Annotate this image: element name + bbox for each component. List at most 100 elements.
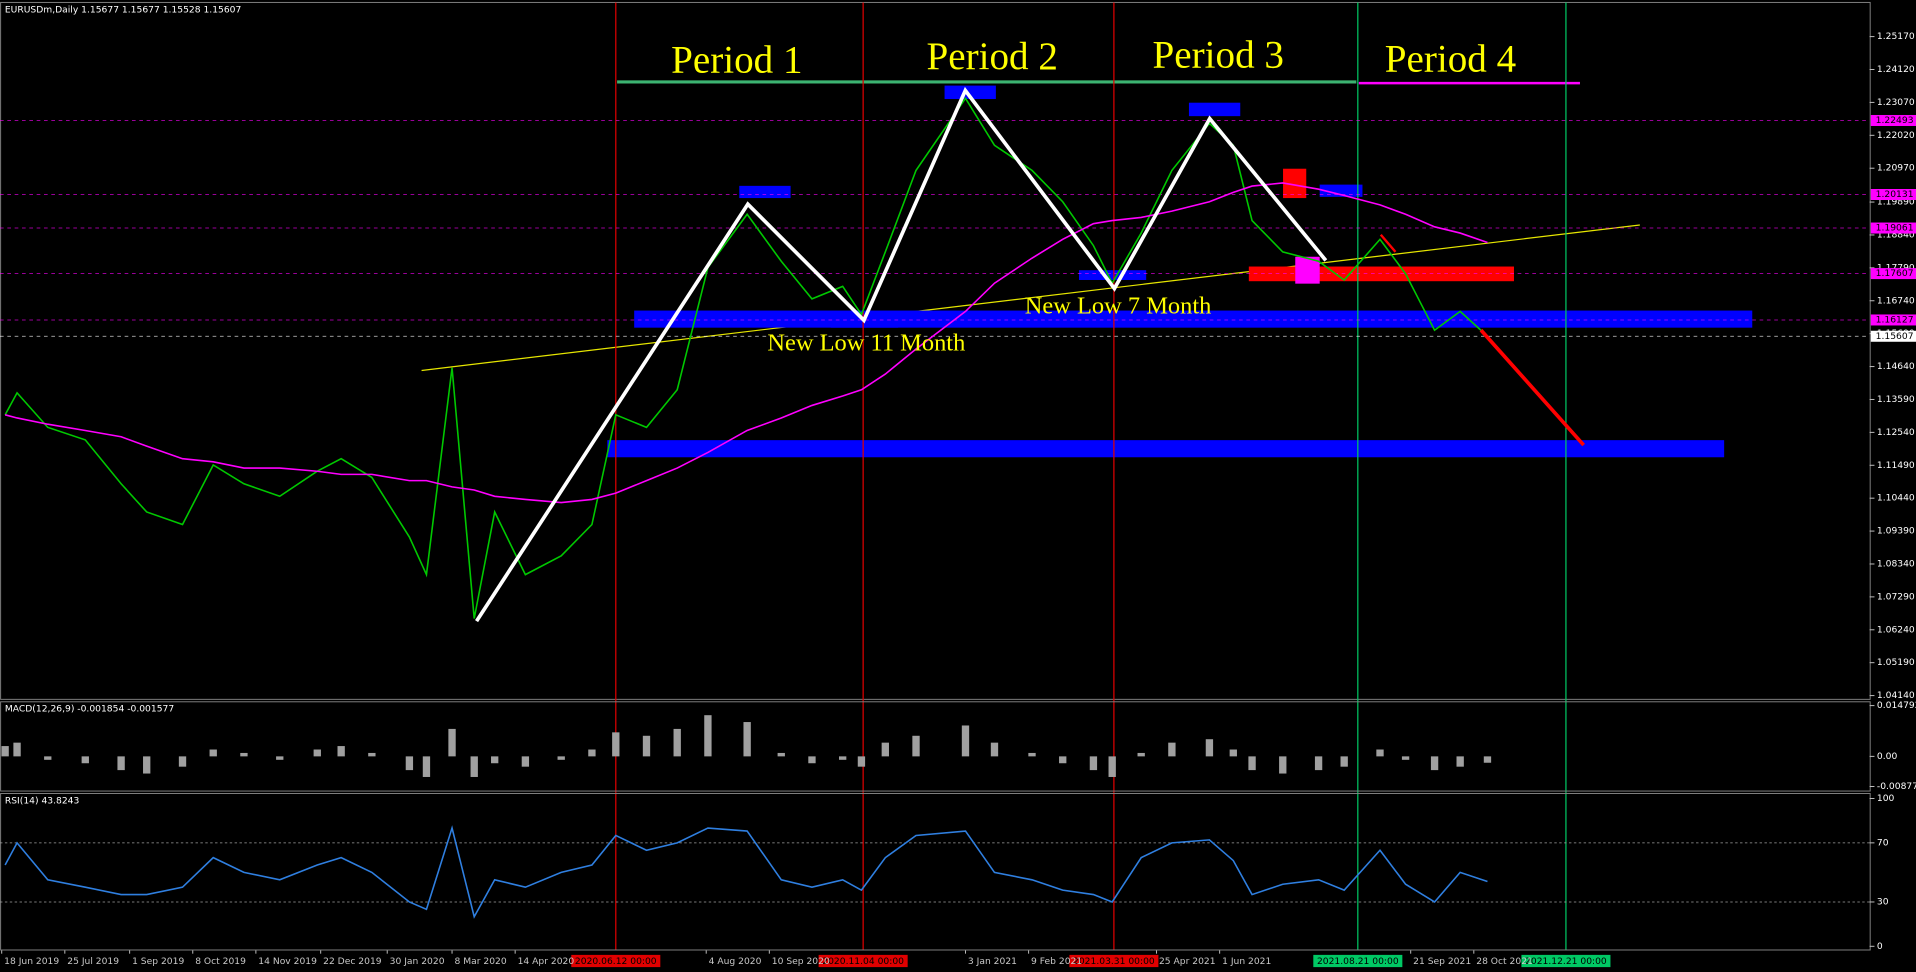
x-tick-label: 1 Jun 2021 (1222, 956, 1271, 967)
y-tick-label: 1.14640 (1877, 361, 1915, 372)
y-tick-label: 1.18840 (1877, 229, 1915, 240)
date-label: 2020.06.12 00:00 (575, 956, 657, 967)
x-tick-label: 25 Jul 2019 (67, 956, 119, 967)
histogram-bar (470, 756, 478, 777)
histogram-bar (808, 756, 816, 764)
histogram-bar (1, 746, 9, 757)
panel-title: RSI(14) 43.8243 (5, 795, 80, 806)
histogram-bar (857, 756, 866, 767)
annotation: New Low 11 Month (767, 329, 965, 356)
histogram-bar (1059, 756, 1067, 764)
histogram-bar (1314, 756, 1323, 771)
x-tick-label: 8 Oct 2019 (195, 956, 246, 967)
x-tick-label: 21 Sep 2021 (1413, 956, 1471, 967)
histogram-bar (1108, 756, 1116, 777)
price-tag-label: 1.17607 (1876, 268, 1914, 279)
histogram-bar (1137, 752, 1145, 757)
x-tick-label: 8 Mar 2020 (454, 956, 506, 967)
histogram-bar (44, 756, 52, 760)
price-tag-label: 1.20131 (1876, 189, 1914, 200)
y-tick-label: 30 (1877, 896, 1889, 907)
zone (1319, 184, 1363, 197)
date-label-bg (1313, 954, 1403, 968)
price-tag (1870, 330, 1916, 342)
series-line (4, 182, 1488, 504)
histogram-bar (673, 728, 681, 757)
histogram-bar (337, 746, 345, 757)
price-tag-label: 1.16127 (1876, 314, 1914, 325)
histogram-bar (961, 725, 970, 757)
date-label-bg (1069, 954, 1159, 968)
histogram-bar (1089, 756, 1098, 771)
x-tick-label: 1 Sep 2019 (132, 956, 184, 967)
price-tag (1870, 222, 1916, 234)
x-tick-label: 9 Feb 2021 (1031, 956, 1082, 967)
histogram-bar (588, 749, 596, 757)
x-tick-label: 28 Oct 2021 (1476, 956, 1533, 967)
histogram-bar (1401, 756, 1410, 760)
price-tag-label: 1.19061 (1876, 223, 1914, 234)
y-tick-label: 70 (1877, 837, 1889, 848)
zigzag (475, 86, 1328, 623)
y-tick-label: 1.11490 (1877, 460, 1915, 471)
y-tick-label: -0.008775 (1877, 781, 1916, 792)
y-tick-label: 1.24120 (1877, 64, 1915, 75)
panel-frame (0, 1, 1871, 700)
histogram-bar (448, 728, 456, 757)
date-label: 2021.03.31 00:00 (1073, 956, 1155, 967)
annotation: Period 1 (671, 39, 802, 82)
overlays: Period 1 Period 2 Period 3 Period 4 New … (475, 34, 1585, 623)
histogram-bar (990, 742, 999, 757)
zone (739, 185, 791, 199)
histogram-bar (209, 749, 217, 757)
x-tick-label: 25 Apr 2021 (1159, 956, 1216, 967)
histogram-bar (1168, 742, 1176, 757)
annotation: New Low 7 Month (1025, 293, 1212, 320)
y-tick-label: 1.09390 (1877, 526, 1915, 537)
x-tick-label: 14 Nov 2019 (258, 956, 317, 967)
histogram-bar (405, 756, 414, 771)
histogram-bar (1456, 756, 1464, 767)
x-tick-label: 10 Sep 2020 (772, 956, 830, 967)
histogram-bar (1248, 756, 1256, 771)
price-tag (1870, 268, 1916, 280)
arrow (1379, 233, 1397, 253)
histogram-bar (881, 742, 889, 757)
histogram-bar (1205, 739, 1214, 757)
panel-frame (0, 793, 1871, 951)
y-tick-label: 1.25170 (1877, 31, 1915, 42)
y-tick-label: 1.16740 (1877, 295, 1915, 306)
histogram-bar (1229, 749, 1237, 757)
annotation: Period 3 (1153, 34, 1284, 77)
histogram-bar (143, 756, 151, 774)
histogram-bar (13, 742, 21, 757)
y-tick-label: 0.00 (1877, 751, 1898, 762)
series-line (4, 825, 1488, 919)
x-tick-label: 4 Aug 2020 (709, 956, 762, 967)
panel-title: MACD(12,26,9) -0.001854 -0.001577 (5, 704, 174, 715)
date-label-bg (571, 954, 661, 968)
date-label-bg (1521, 954, 1611, 968)
price-tag (1870, 114, 1916, 126)
histogram-bar (81, 756, 89, 764)
zone (1188, 102, 1241, 117)
y-tick-label: 1.08340 (1877, 558, 1915, 569)
histogram-bar (642, 735, 651, 757)
histogram-bar (1028, 752, 1036, 757)
price-tag (1870, 188, 1916, 201)
zone (944, 85, 996, 100)
histogram-bar (313, 749, 321, 757)
y-tick-label: 1.12540 (1877, 427, 1915, 438)
y-tick-label: 1.07290 (1877, 591, 1915, 602)
panel-title: EURUSDm,Daily 1.15677 1.15677 1.15528 1.… (5, 4, 242, 15)
y-tick-label: 1.10440 (1877, 493, 1915, 504)
trendline (421, 224, 1640, 372)
date-label: 2021.08.21 00:00 (1317, 956, 1399, 967)
histogram-bar (368, 752, 376, 757)
x-tick-label: 30 Jan 2020 (390, 956, 445, 967)
date-label-bg (818, 954, 908, 968)
histogram-bar (491, 756, 499, 764)
histogram-bar (839, 756, 847, 760)
